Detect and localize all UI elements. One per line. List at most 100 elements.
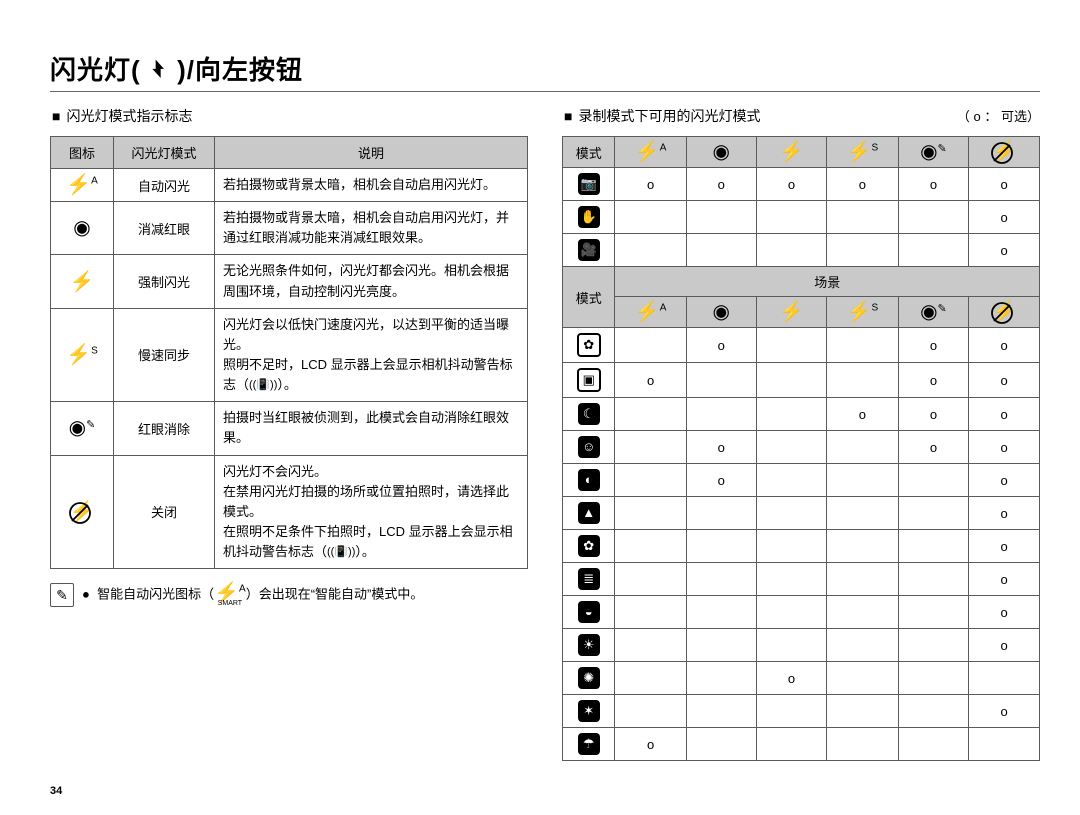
- scene-closeup-icon: ✿: [578, 535, 600, 557]
- t2-row: ◒o: [563, 596, 1040, 629]
- t2-cell: o: [827, 168, 898, 201]
- t2-cell: o: [827, 398, 898, 431]
- t2-cell: o: [969, 363, 1040, 398]
- t2-cell: [827, 530, 898, 563]
- t2-flash-header: ⚡: [969, 137, 1040, 168]
- t2-cell: [686, 234, 756, 267]
- t2-cell: [615, 497, 686, 530]
- left-subheading: ■闪光灯模式指示标志: [52, 106, 528, 126]
- left-heading-text: 闪光灯模式指示标志: [66, 108, 192, 124]
- t2-cell: o: [615, 363, 686, 398]
- t2-flash-header: ◉: [686, 137, 756, 168]
- left-column: ■闪光灯模式指示标志 图标 闪光灯模式 说明 ⚡A自动闪光若拍摄物或背景太暗，相…: [50, 106, 528, 761]
- th-desc: 说明: [215, 137, 528, 169]
- t2-cell: [615, 530, 686, 563]
- t2-row: ☂o: [563, 728, 1040, 761]
- t2-row: ✺o: [563, 662, 1040, 695]
- t2-cell: [615, 398, 686, 431]
- t2-mode-header: 模式: [563, 137, 615, 168]
- divider: [50, 91, 1040, 92]
- t2-mode-cell: ▣: [563, 363, 615, 398]
- t2-cell: [898, 629, 969, 662]
- row-mode: 自动闪光: [114, 169, 215, 202]
- flash-icon: [149, 57, 169, 79]
- t2-cell: o: [898, 398, 969, 431]
- t2-cell: [686, 695, 756, 728]
- row-mode: 强制闪光: [114, 255, 215, 308]
- flash-slow-icon: ⚡S: [66, 344, 98, 366]
- row-icon: ⚡A: [51, 169, 114, 202]
- t2-cell: o: [898, 328, 969, 363]
- note-text-2: ）会出现在“智能自动”模式中。: [246, 587, 424, 602]
- t2-cell: [827, 328, 898, 363]
- t2-flash-header: ◉✎: [898, 137, 969, 168]
- t2-cell: [827, 728, 898, 761]
- flash-auto-icon: ⚡A: [635, 301, 667, 323]
- scene-children-icon: ◐: [578, 469, 600, 491]
- flash-off-icon: ⚡: [992, 142, 1017, 162]
- t2-row: 📷oooooo: [563, 168, 1040, 201]
- note-bullet: ●: [82, 587, 90, 602]
- legend-text: （ o ： 可选）: [957, 106, 1040, 126]
- t2-row: ✋o: [563, 201, 1040, 234]
- row-icon: ◉✎: [51, 402, 114, 455]
- t2-scene-header: 模式场景: [563, 267, 1040, 297]
- t2-cell: o: [615, 728, 686, 761]
- t2-flash-header: ⚡: [756, 137, 827, 168]
- t2-cell: o: [898, 168, 969, 201]
- t2-mode-cell: ☂: [563, 728, 615, 761]
- t2-flash-header: ⚡: [969, 297, 1040, 328]
- movie-icon: 🎥: [578, 239, 600, 261]
- t2-cell: [827, 497, 898, 530]
- t2-mode-cell: ✋: [563, 201, 615, 234]
- t2-cell: [686, 497, 756, 530]
- row-mode: 消减红眼: [114, 202, 215, 255]
- flash-off-icon: ⚡: [992, 302, 1017, 322]
- t2-mode-cell: ◒: [563, 596, 615, 629]
- t2-cell: [756, 728, 827, 761]
- t2-cell: o: [969, 464, 1040, 497]
- t2-cell: o: [898, 363, 969, 398]
- flash-auto-icon: ⚡A: [635, 141, 667, 163]
- t2-cell: o: [969, 431, 1040, 464]
- t2-cell: [615, 201, 686, 234]
- t2-cell: [615, 431, 686, 464]
- t2-mode-cell: ✿: [563, 530, 615, 563]
- t2-row: 🎥o: [563, 234, 1040, 267]
- t2-row: ◐oo: [563, 464, 1040, 497]
- table-row: ⚡A自动闪光若拍摄物或背景太暗，相机会自动启用闪光灯。: [51, 169, 528, 202]
- t2-cell: [898, 596, 969, 629]
- t2-cell: [827, 596, 898, 629]
- t2-cell: [615, 629, 686, 662]
- note-icon: ✎: [50, 583, 74, 607]
- t2-cell: [756, 363, 827, 398]
- t2-cell: o: [969, 398, 1040, 431]
- t2-cell: [686, 363, 756, 398]
- t2-row: ☺ooo: [563, 431, 1040, 464]
- t2-flash-header: ⚡: [756, 297, 827, 328]
- flash-auto-icon: ⚡A: [66, 174, 98, 196]
- t2-mode-cell: ✿: [563, 328, 615, 363]
- t2-cell: o: [969, 629, 1040, 662]
- t2-cell: o: [969, 596, 1040, 629]
- title-suffix: )/向左按钮: [169, 55, 303, 85]
- availability-table: 模式⚡A◉⚡⚡S◉✎⚡ 📷oooooo✋o🎥o模式场景⚡A◉⚡⚡S◉✎⚡✿ooo…: [562, 136, 1040, 761]
- t2-mode-header: 模式: [563, 267, 615, 328]
- t2-flash-header: ⚡A: [615, 137, 686, 168]
- page-title: 闪光灯( )/向左按钮: [50, 50, 1040, 87]
- row-icon: ⚡S: [51, 308, 114, 402]
- t2-cell: o: [969, 497, 1040, 530]
- t2-row: ▲o: [563, 497, 1040, 530]
- table-row: ⚡S慢速同步闪光灯会以低快门速度闪光，以达到平衡的适当曝光。照明不足时，LCD …: [51, 308, 528, 402]
- scene-sunset-icon: ◒: [578, 601, 600, 623]
- t2-cell: o: [969, 328, 1040, 363]
- scene-beach-icon: ☂: [578, 733, 600, 755]
- flash-off-icon: ⚡: [70, 502, 95, 522]
- t2-mode-cell: ▲: [563, 497, 615, 530]
- t2-mode-cell: ≣: [563, 563, 615, 596]
- row-mode: 红眼消除: [114, 402, 215, 455]
- t2-cell: [686, 596, 756, 629]
- row-mode: 关闭: [114, 455, 215, 569]
- flash-on-icon: ⚡: [779, 141, 804, 163]
- flash-on-icon: ⚡: [70, 271, 95, 293]
